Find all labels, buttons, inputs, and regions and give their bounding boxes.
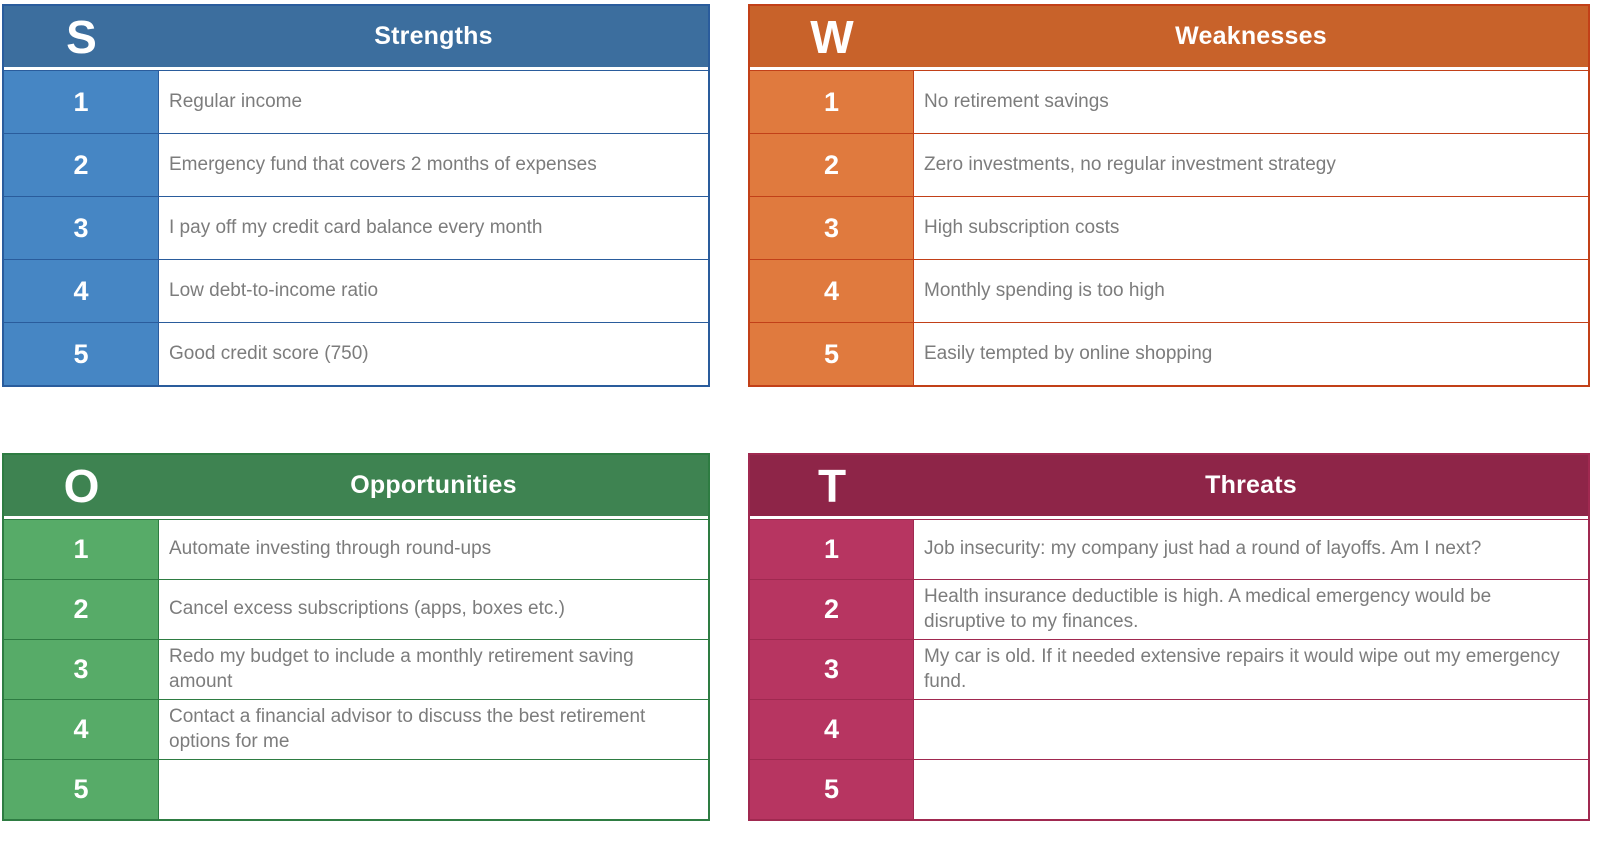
quadrant-body: 1 Regular income 2 Emergency fund that c…: [4, 70, 708, 385]
table-row: 5: [750, 759, 1588, 819]
swot-quadrant-threats: T Threats 1 Job insecurity: my company j…: [748, 453, 1590, 821]
table-row: 3 High subscription costs: [750, 196, 1588, 259]
row-number: 5: [4, 760, 159, 819]
row-text: [914, 760, 1588, 819]
row-text: Redo my budget to include a monthly reti…: [169, 645, 634, 692]
row-text: Contact a financial advisor to discuss t…: [169, 705, 646, 752]
row-number: 4: [4, 700, 159, 759]
row-text: [159, 760, 708, 819]
row-number: 2: [750, 134, 914, 196]
swot-quadrant-weaknesses: W Weaknesses 1 No retirement savings 2 Z…: [748, 4, 1590, 387]
row-number: 5: [750, 323, 914, 385]
row-text: High subscription costs: [924, 216, 1120, 238]
table-row: 3 Redo my budget to include a monthly re…: [4, 639, 708, 699]
table-row: 2 Cancel excess subscriptions (apps, box…: [4, 579, 708, 639]
quadrant-letter: O: [63, 459, 100, 512]
row-text: Low debt-to-income ratio: [169, 279, 379, 301]
row-number: 1: [750, 520, 914, 579]
row-text: Emergency fund that covers 2 months of e…: [169, 153, 597, 175]
row-number: 5: [4, 323, 159, 385]
table-row: 4 Contact a financial advisor to discuss…: [4, 699, 708, 759]
swot-quadrant-opportunities: O Opportunities 1 Automate investing thr…: [2, 453, 710, 821]
quadrant-header: S Strengths: [4, 6, 708, 70]
row-number: 3: [750, 197, 914, 259]
swot-quadrant-strengths: S Strengths 1 Regular income 2 Emergency…: [2, 4, 710, 387]
row-text: Good credit score (750): [169, 342, 369, 364]
row-text: [914, 700, 1588, 759]
row-number: 3: [750, 640, 914, 699]
table-row: 2 Emergency fund that covers 2 months of…: [4, 133, 708, 196]
row-text: My car is old. If it needed extensive re…: [924, 645, 1560, 692]
row-number: 1: [4, 71, 159, 133]
table-row: 4 Monthly spending is too high: [750, 259, 1588, 322]
table-row: 4 Low debt-to-income ratio: [4, 259, 708, 322]
table-row: 5 Good credit score (750): [4, 322, 708, 385]
row-number: 2: [750, 580, 914, 639]
row-text: Zero investments, no regular investment …: [924, 153, 1336, 175]
table-row: 1 Regular income: [4, 70, 708, 133]
quadrant-body: 1 Automate investing through round-ups 2…: [4, 519, 708, 819]
row-number: 2: [4, 580, 159, 639]
row-text: I pay off my credit card balance every m…: [169, 216, 543, 238]
swot-matrix: S Strengths 1 Regular income 2 Emergency…: [2, 4, 1590, 821]
row-number: 3: [4, 640, 159, 699]
row-number: 1: [750, 71, 914, 133]
row-number: 3: [4, 197, 159, 259]
row-text: Regular income: [169, 90, 303, 112]
quadrant-body: 1 Job insecurity: my company just had a …: [750, 519, 1588, 819]
table-row: 5 Easily tempted by online shopping: [750, 322, 1588, 385]
row-number: 1: [4, 520, 159, 579]
row-text: Easily tempted by online shopping: [924, 342, 1213, 364]
row-number: 5: [750, 760, 914, 819]
table-row: 1 Job insecurity: my company just had a …: [750, 519, 1588, 579]
table-row: 1 Automate investing through round-ups: [4, 519, 708, 579]
quadrant-title: Threats: [1205, 471, 1297, 499]
row-text: No retirement savings: [924, 90, 1109, 112]
table-row: 4: [750, 699, 1588, 759]
quadrant-title: Weaknesses: [1175, 22, 1327, 50]
quadrant-letter: W: [810, 10, 854, 63]
row-text: Job insecurity: my company just had a ro…: [924, 538, 1482, 560]
row-text: Cancel excess subscriptions (apps, boxes…: [169, 598, 566, 620]
quadrant-title: Opportunities: [350, 471, 517, 499]
quadrant-header: T Threats: [750, 455, 1588, 519]
table-row: 3 I pay off my credit card balance every…: [4, 196, 708, 259]
row-number: 4: [750, 260, 914, 322]
quadrant-header: O Opportunities: [4, 455, 708, 519]
row-text: Health insurance deductible is high. A m…: [924, 585, 1492, 632]
table-row: 2 Zero investments, no regular investmen…: [750, 133, 1588, 196]
quadrant-letter: S: [66, 10, 97, 63]
row-number: 4: [4, 260, 159, 322]
table-row: 5: [4, 759, 708, 819]
row-number: 4: [750, 700, 914, 759]
quadrant-body: 1 No retirement savings 2 Zero investmen…: [750, 70, 1588, 385]
table-row: 1 No retirement savings: [750, 70, 1588, 133]
row-text: Monthly spending is too high: [924, 279, 1165, 301]
quadrant-letter: T: [817, 459, 847, 512]
row-text: Automate investing through round-ups: [169, 538, 492, 560]
quadrant-title: Strengths: [374, 22, 493, 50]
table-row: 3 My car is old. If it needed extensive …: [750, 639, 1588, 699]
table-row: 2 Health insurance deductible is high. A…: [750, 579, 1588, 639]
row-number: 2: [4, 134, 159, 196]
quadrant-header: W Weaknesses: [750, 6, 1588, 70]
